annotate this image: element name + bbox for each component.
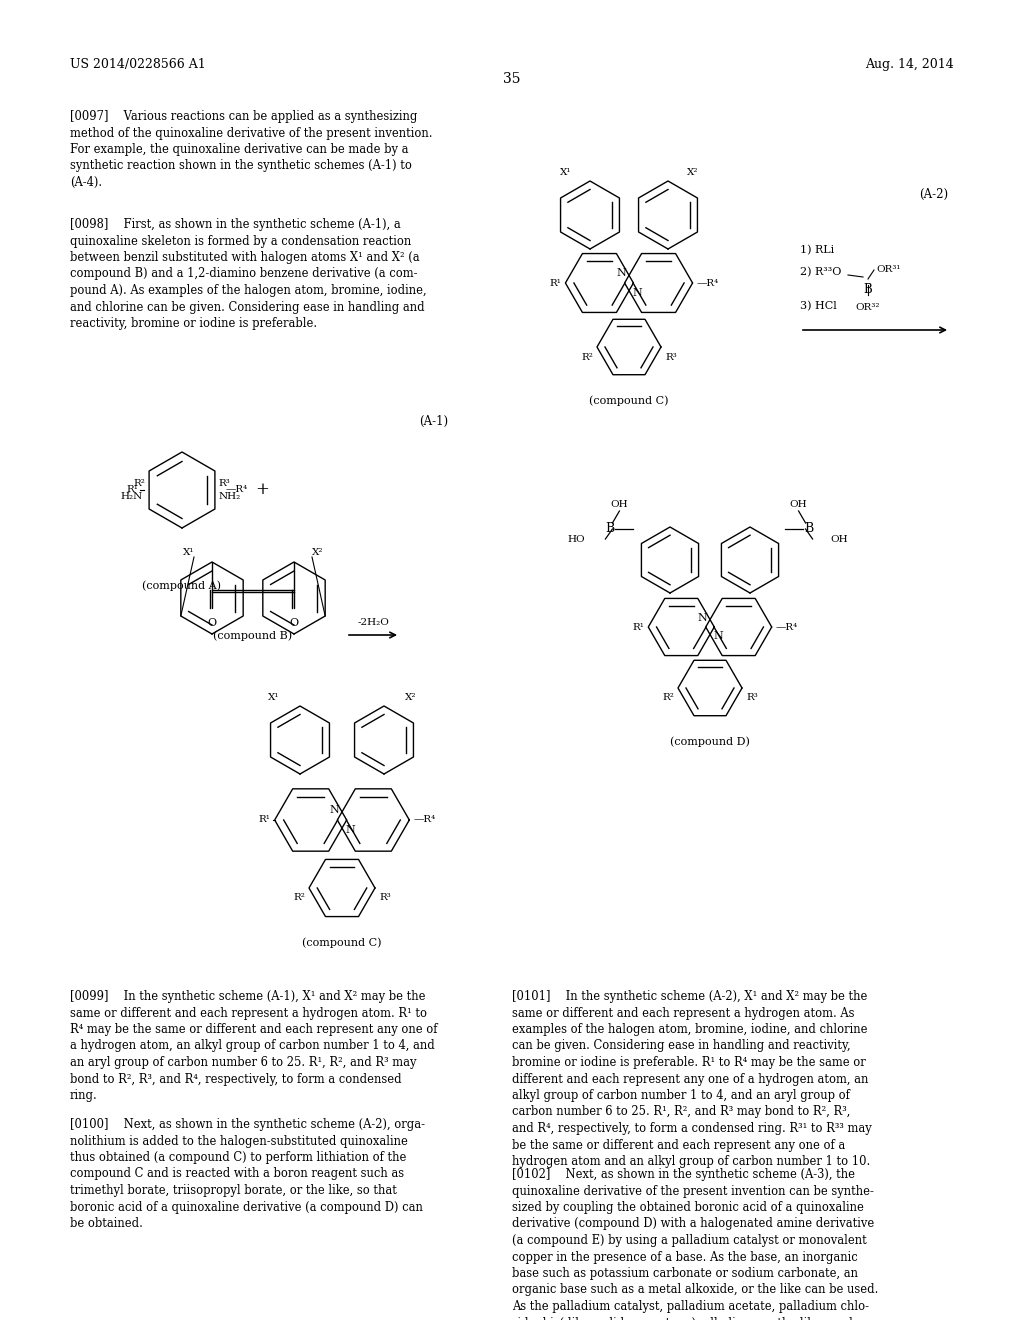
Text: O: O bbox=[290, 618, 299, 628]
Text: B: B bbox=[605, 523, 614, 536]
Text: R²: R² bbox=[293, 894, 305, 903]
Text: B: B bbox=[804, 523, 813, 536]
Text: 35: 35 bbox=[503, 73, 521, 86]
Text: -2H₂O: -2H₂O bbox=[357, 618, 389, 627]
Text: N: N bbox=[329, 805, 339, 814]
Text: OR³²: OR³² bbox=[856, 304, 881, 312]
Text: [0099]  In the synthetic scheme (A-1), X¹ and X² may be the
same or different an: [0099] In the synthetic scheme (A-1), X¹… bbox=[70, 990, 437, 1102]
Text: (compound D): (compound D) bbox=[670, 737, 750, 747]
Text: —R⁴: —R⁴ bbox=[414, 816, 435, 825]
Text: R¹: R¹ bbox=[550, 279, 561, 288]
Text: —R⁴: —R⁴ bbox=[696, 279, 719, 288]
Text: R¹: R¹ bbox=[259, 816, 270, 825]
Text: —R⁴: —R⁴ bbox=[776, 623, 798, 631]
Text: B: B bbox=[863, 282, 872, 296]
Text: N: N bbox=[697, 612, 707, 623]
Text: R³: R³ bbox=[746, 693, 758, 702]
Text: X²: X² bbox=[406, 693, 417, 702]
Text: OH: OH bbox=[830, 535, 848, 544]
Text: [0098]  First, as shown in the synthetic scheme (A-1), a
quinoxaline skeleton is: [0098] First, as shown in the synthetic … bbox=[70, 218, 427, 330]
Text: OH: OH bbox=[790, 500, 807, 510]
Text: —R⁴: —R⁴ bbox=[226, 486, 248, 495]
Text: [0101]  In the synthetic scheme (A-2), X¹ and X² may be the
same or different an: [0101] In the synthetic scheme (A-2), X¹… bbox=[512, 990, 871, 1168]
Text: (compound A): (compound A) bbox=[142, 579, 221, 590]
Text: N: N bbox=[345, 825, 355, 836]
Text: X¹: X¹ bbox=[182, 548, 194, 557]
Text: N: N bbox=[713, 631, 723, 642]
Text: NH₂: NH₂ bbox=[219, 492, 242, 502]
Text: R¹: R¹ bbox=[126, 486, 138, 495]
Text: R³: R³ bbox=[219, 479, 230, 488]
Text: (A-2): (A-2) bbox=[919, 187, 948, 201]
Text: Aug. 14, 2014: Aug. 14, 2014 bbox=[865, 58, 954, 71]
Text: (A-1): (A-1) bbox=[419, 414, 449, 428]
Text: [0102]  Next, as shown in the synthetic scheme (A-3), the
quinoxaline derivative: [0102] Next, as shown in the synthetic s… bbox=[512, 1168, 879, 1320]
Text: (compound B): (compound B) bbox=[213, 630, 293, 640]
Text: (compound C): (compound C) bbox=[589, 395, 669, 405]
Text: O: O bbox=[208, 618, 216, 628]
Text: 1) RLi: 1) RLi bbox=[800, 246, 835, 255]
Text: R²: R² bbox=[133, 479, 145, 488]
Text: [0097]  Various reactions can be applied as a synthesizing
method of the quinoxa: [0097] Various reactions can be applied … bbox=[70, 110, 432, 189]
Text: N: N bbox=[616, 268, 626, 279]
Text: US 2014/0228566 A1: US 2014/0228566 A1 bbox=[70, 58, 206, 71]
Text: 3) HCl: 3) HCl bbox=[800, 301, 837, 312]
Text: X¹: X¹ bbox=[267, 693, 279, 702]
Text: OR³¹: OR³¹ bbox=[876, 264, 900, 273]
Text: R²: R² bbox=[663, 693, 674, 702]
Text: H₂N: H₂N bbox=[121, 492, 143, 502]
Text: +: + bbox=[255, 482, 269, 499]
Text: X²: X² bbox=[687, 168, 698, 177]
Text: R³: R³ bbox=[665, 352, 677, 362]
Text: X²: X² bbox=[312, 548, 324, 557]
Text: 2) R³³O: 2) R³³O bbox=[800, 267, 842, 277]
Text: (compound C): (compound C) bbox=[302, 937, 382, 948]
Text: R²: R² bbox=[582, 352, 593, 362]
Text: [0100]  Next, as shown in the synthetic scheme (A-2), orga-
nolithium is added t: [0100] Next, as shown in the synthetic s… bbox=[70, 1118, 425, 1230]
Text: R³: R³ bbox=[379, 894, 391, 903]
Text: HO: HO bbox=[567, 535, 586, 544]
Text: OH: OH bbox=[610, 500, 629, 510]
Text: X¹: X¹ bbox=[559, 168, 571, 177]
Text: R¹: R¹ bbox=[633, 623, 644, 631]
Text: N: N bbox=[632, 288, 642, 297]
